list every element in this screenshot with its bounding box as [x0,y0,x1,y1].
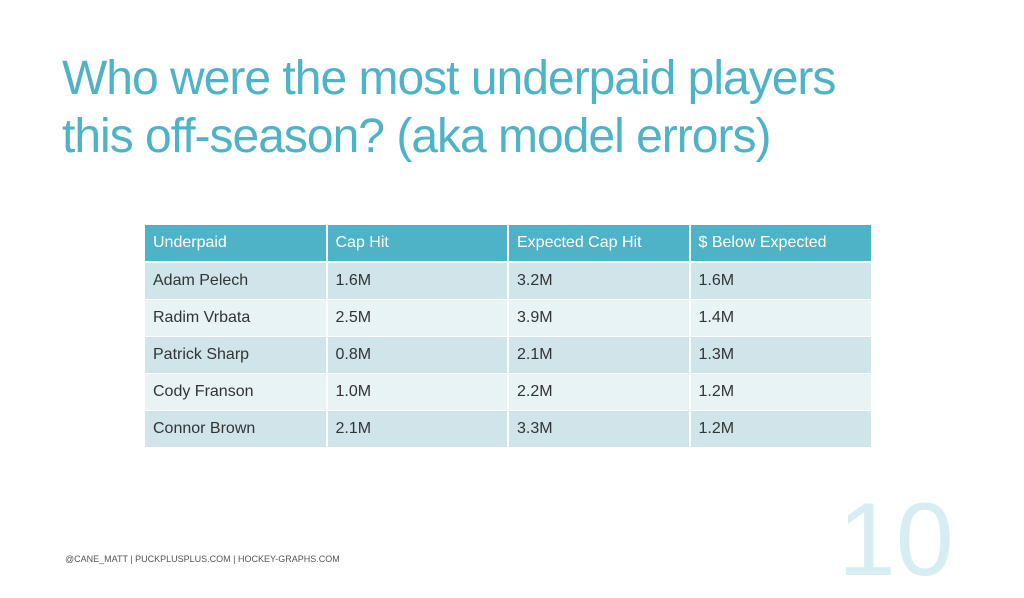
table-body: Adam Pelech 1.6M 3.2M 1.6M Radim Vrbata … [145,262,871,448]
below-expected-cell: 1.6M [689,262,871,300]
slide-title-line-1: Who were the most underpaid players [62,52,836,105]
player-name-cell: Patrick Sharp [145,336,328,374]
table-row: Adam Pelech 1.6M 3.2M 1.6M [145,262,871,300]
slide-title-line-2: this off-season? (aka model errors) [62,110,771,163]
table-row: Radim Vrbata 2.5M 3.9M 1.4M [145,299,871,337]
player-name-cell: Adam Pelech [145,262,328,300]
column-header-expected-cap-hit: Expected Cap Hit [508,225,691,263]
player-name-cell: Radim Vrbata [145,299,328,337]
cap-hit-cell: 2.5M [326,299,509,337]
column-header-below-expected: $ Below Expected [689,225,871,263]
slide-title: Who were the most underpaid players this… [62,50,962,166]
expected-cap-hit-cell: 3.3M [508,410,691,448]
slide-page-number: 10 [838,482,954,598]
cap-hit-cell: 1.6M [326,262,509,300]
underpaid-players-table: Underpaid Cap Hit Expected Cap Hit $ Bel… [145,225,871,448]
expected-cap-hit-cell: 3.9M [508,299,691,337]
below-expected-cell: 1.2M [689,373,871,411]
cap-hit-cell: 0.8M [326,336,509,374]
below-expected-cell: 1.2M [689,410,871,448]
table-header-row: Underpaid Cap Hit Expected Cap Hit $ Bel… [145,225,871,263]
cap-hit-cell: 2.1M [326,410,509,448]
column-header-underpaid: Underpaid [145,225,328,263]
cap-hit-cell: 1.0M [326,373,509,411]
expected-cap-hit-cell: 3.2M [508,262,691,300]
expected-cap-hit-cell: 2.1M [508,336,691,374]
below-expected-cell: 1.3M [689,336,871,374]
below-expected-cell: 1.4M [689,299,871,337]
table-row: Patrick Sharp 0.8M 2.1M 1.3M [145,336,871,374]
player-name-cell: Cody Franson [145,373,328,411]
player-name-cell: Connor Brown [145,410,328,448]
table-row: Cody Franson 1.0M 2.2M 1.2M [145,373,871,411]
column-header-cap-hit: Cap Hit [326,225,509,263]
table-row: Connor Brown 2.1M 3.3M 1.2M [145,410,871,448]
expected-cap-hit-cell: 2.2M [508,373,691,411]
underpaid-players-table-container: Underpaid Cap Hit Expected Cap Hit $ Bel… [145,225,871,448]
table-header: Underpaid Cap Hit Expected Cap Hit $ Bel… [145,225,871,263]
slide-footer: @CANE_MATT | PUCKPLUSPLUS.COM | HOCKEY-G… [65,554,340,564]
